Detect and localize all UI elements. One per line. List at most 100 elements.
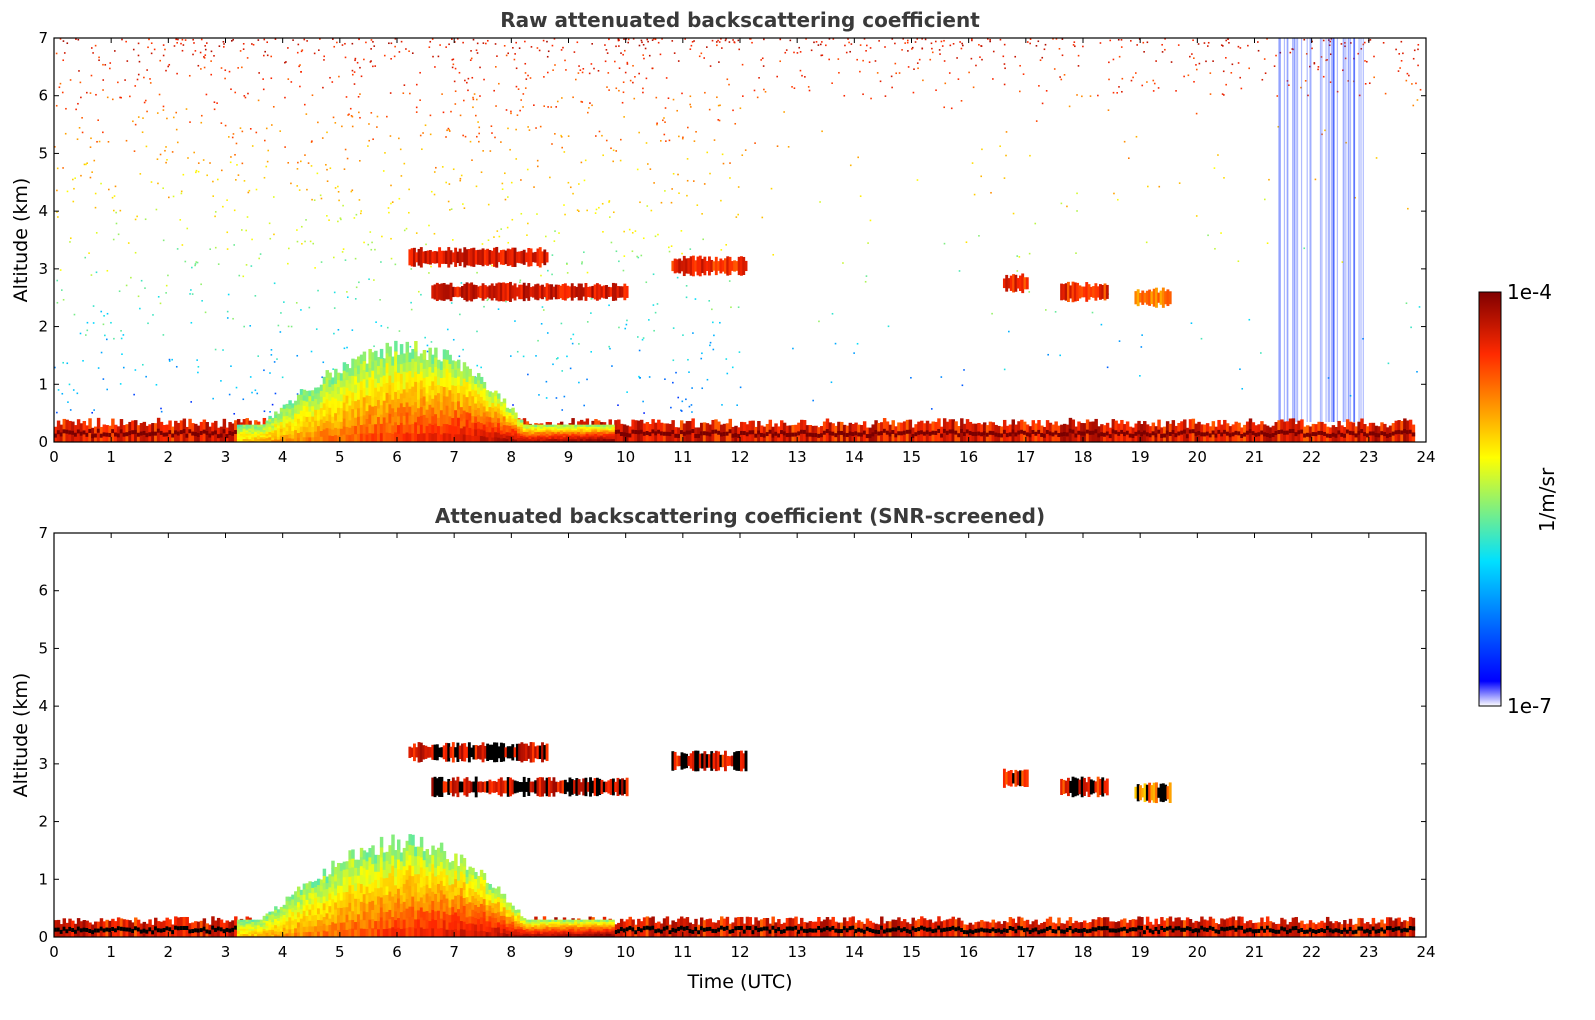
noise-pixel [894,42,896,45]
noise-pixel [719,104,721,107]
boundary-layer-cell [276,427,281,432]
noise-pixel [720,38,722,40]
cloud-cell [545,283,549,301]
noise-pixel [56,211,58,213]
boundary-layer-cell [419,380,424,390]
surface-layer-core [122,927,127,932]
noise-pixel [504,172,506,175]
noise-pixel [212,397,214,400]
surface-layer-core [91,930,95,935]
noise-pixel [1018,256,1021,258]
surface-layer-core [185,925,189,930]
surface-layer-core [1022,430,1027,435]
boundary-layer-cell [431,380,435,391]
noise-pixel [403,84,406,86]
noise-pixel [536,213,538,215]
boundary-layer-cell [502,402,507,408]
noise-pixel [390,57,392,60]
boundary-layer-cell [336,428,341,436]
noise-pixel [561,146,563,149]
noise-pixel [245,264,248,266]
noise-pixel [1344,57,1347,60]
boundary-layer-cell [497,407,501,414]
boundary-layer-cell [374,359,378,370]
boundary-layer-cell [479,389,484,397]
noise-pixel [498,235,501,238]
noise-streak [1293,38,1296,422]
noise-pixel [403,229,406,232]
noise-pixel [634,230,637,232]
noise-pixel [117,81,119,84]
noise-pixel [791,86,793,88]
boundary-layer-cell [374,378,378,388]
surface-layer-core [1291,428,1296,433]
boundary-layer-cell [611,440,615,442]
boundary-layer-cell [328,400,332,408]
boundary-layer-cell [465,411,470,420]
noise-pixel [1076,94,1078,96]
surface-layer-core [1103,432,1107,437]
boundary-layer-cell [568,438,572,441]
cloud-cell [730,261,734,271]
noise-streak [1353,38,1355,422]
boundary-layer-cell [602,426,607,429]
boundary-layer-cell [511,428,515,433]
cloud-cell [1080,286,1084,298]
noise-pixel [654,38,657,41]
boundary-layer-cell [405,421,410,433]
surface-layer-core [854,929,858,934]
noise-pixel [214,211,217,213]
noise-pixel [761,57,764,60]
noise-pixel [1008,330,1010,333]
boundary-layer-cell [497,398,501,404]
noise-pixel [200,68,202,70]
surface-layer-core [822,927,827,932]
noise-pixel [638,131,640,134]
surface-layer-core [857,927,861,932]
noise-pixel [712,321,714,324]
boundary-layer-cell [434,413,438,424]
boundary-layer-cell [279,411,284,416]
boundary-layer-cell [314,398,318,405]
boundary-layer-cell [285,407,289,413]
boundary-layer-cell [471,402,475,410]
boundary-layer-cell [505,438,510,442]
surface-layer-core [1377,433,1381,438]
noise-pixel [1327,39,1330,41]
surface-layer-core [1028,433,1033,438]
cloud-cell [1136,289,1140,307]
boundary-layer-cell [419,362,424,372]
boundary-layer-cell [399,402,404,414]
boundary-layer-cell [391,382,395,392]
boundary-layer-cell [454,393,458,403]
cloud-cell [454,287,458,297]
noise-pixel [685,398,687,401]
cloud-cell [1089,286,1093,298]
cloud-cell [538,285,542,299]
boundary-layer-cell [494,426,498,433]
boundary-layer-cell [545,424,550,427]
cloud-cell [689,256,693,276]
boundary-layer-cell [402,371,407,381]
boundary-layer-cell [359,398,364,408]
noise-pixel [475,185,478,188]
noise-pixel [1373,55,1375,58]
boundary-layer-cell [465,396,470,405]
boundary-layer-cell [254,440,258,442]
noise-pixel [624,327,627,330]
noise-streak [1325,38,1327,422]
noise-pixel [144,287,146,289]
boundary-layer-cell [316,409,321,416]
noise-pixel [390,257,393,260]
noise-pixel [576,41,579,44]
noise-pixel [344,42,346,45]
surface-layer-core [1088,430,1093,435]
noise-pixel [961,384,964,387]
boundary-layer-cell [262,433,267,436]
boundary-layer-cell [316,398,321,405]
noise-pixel [445,46,447,48]
surface-layer-core [1137,430,1141,435]
surface-layer-core [685,430,690,435]
x-tick-label: 6 [392,448,402,466]
boundary-layer-cell [322,422,327,430]
